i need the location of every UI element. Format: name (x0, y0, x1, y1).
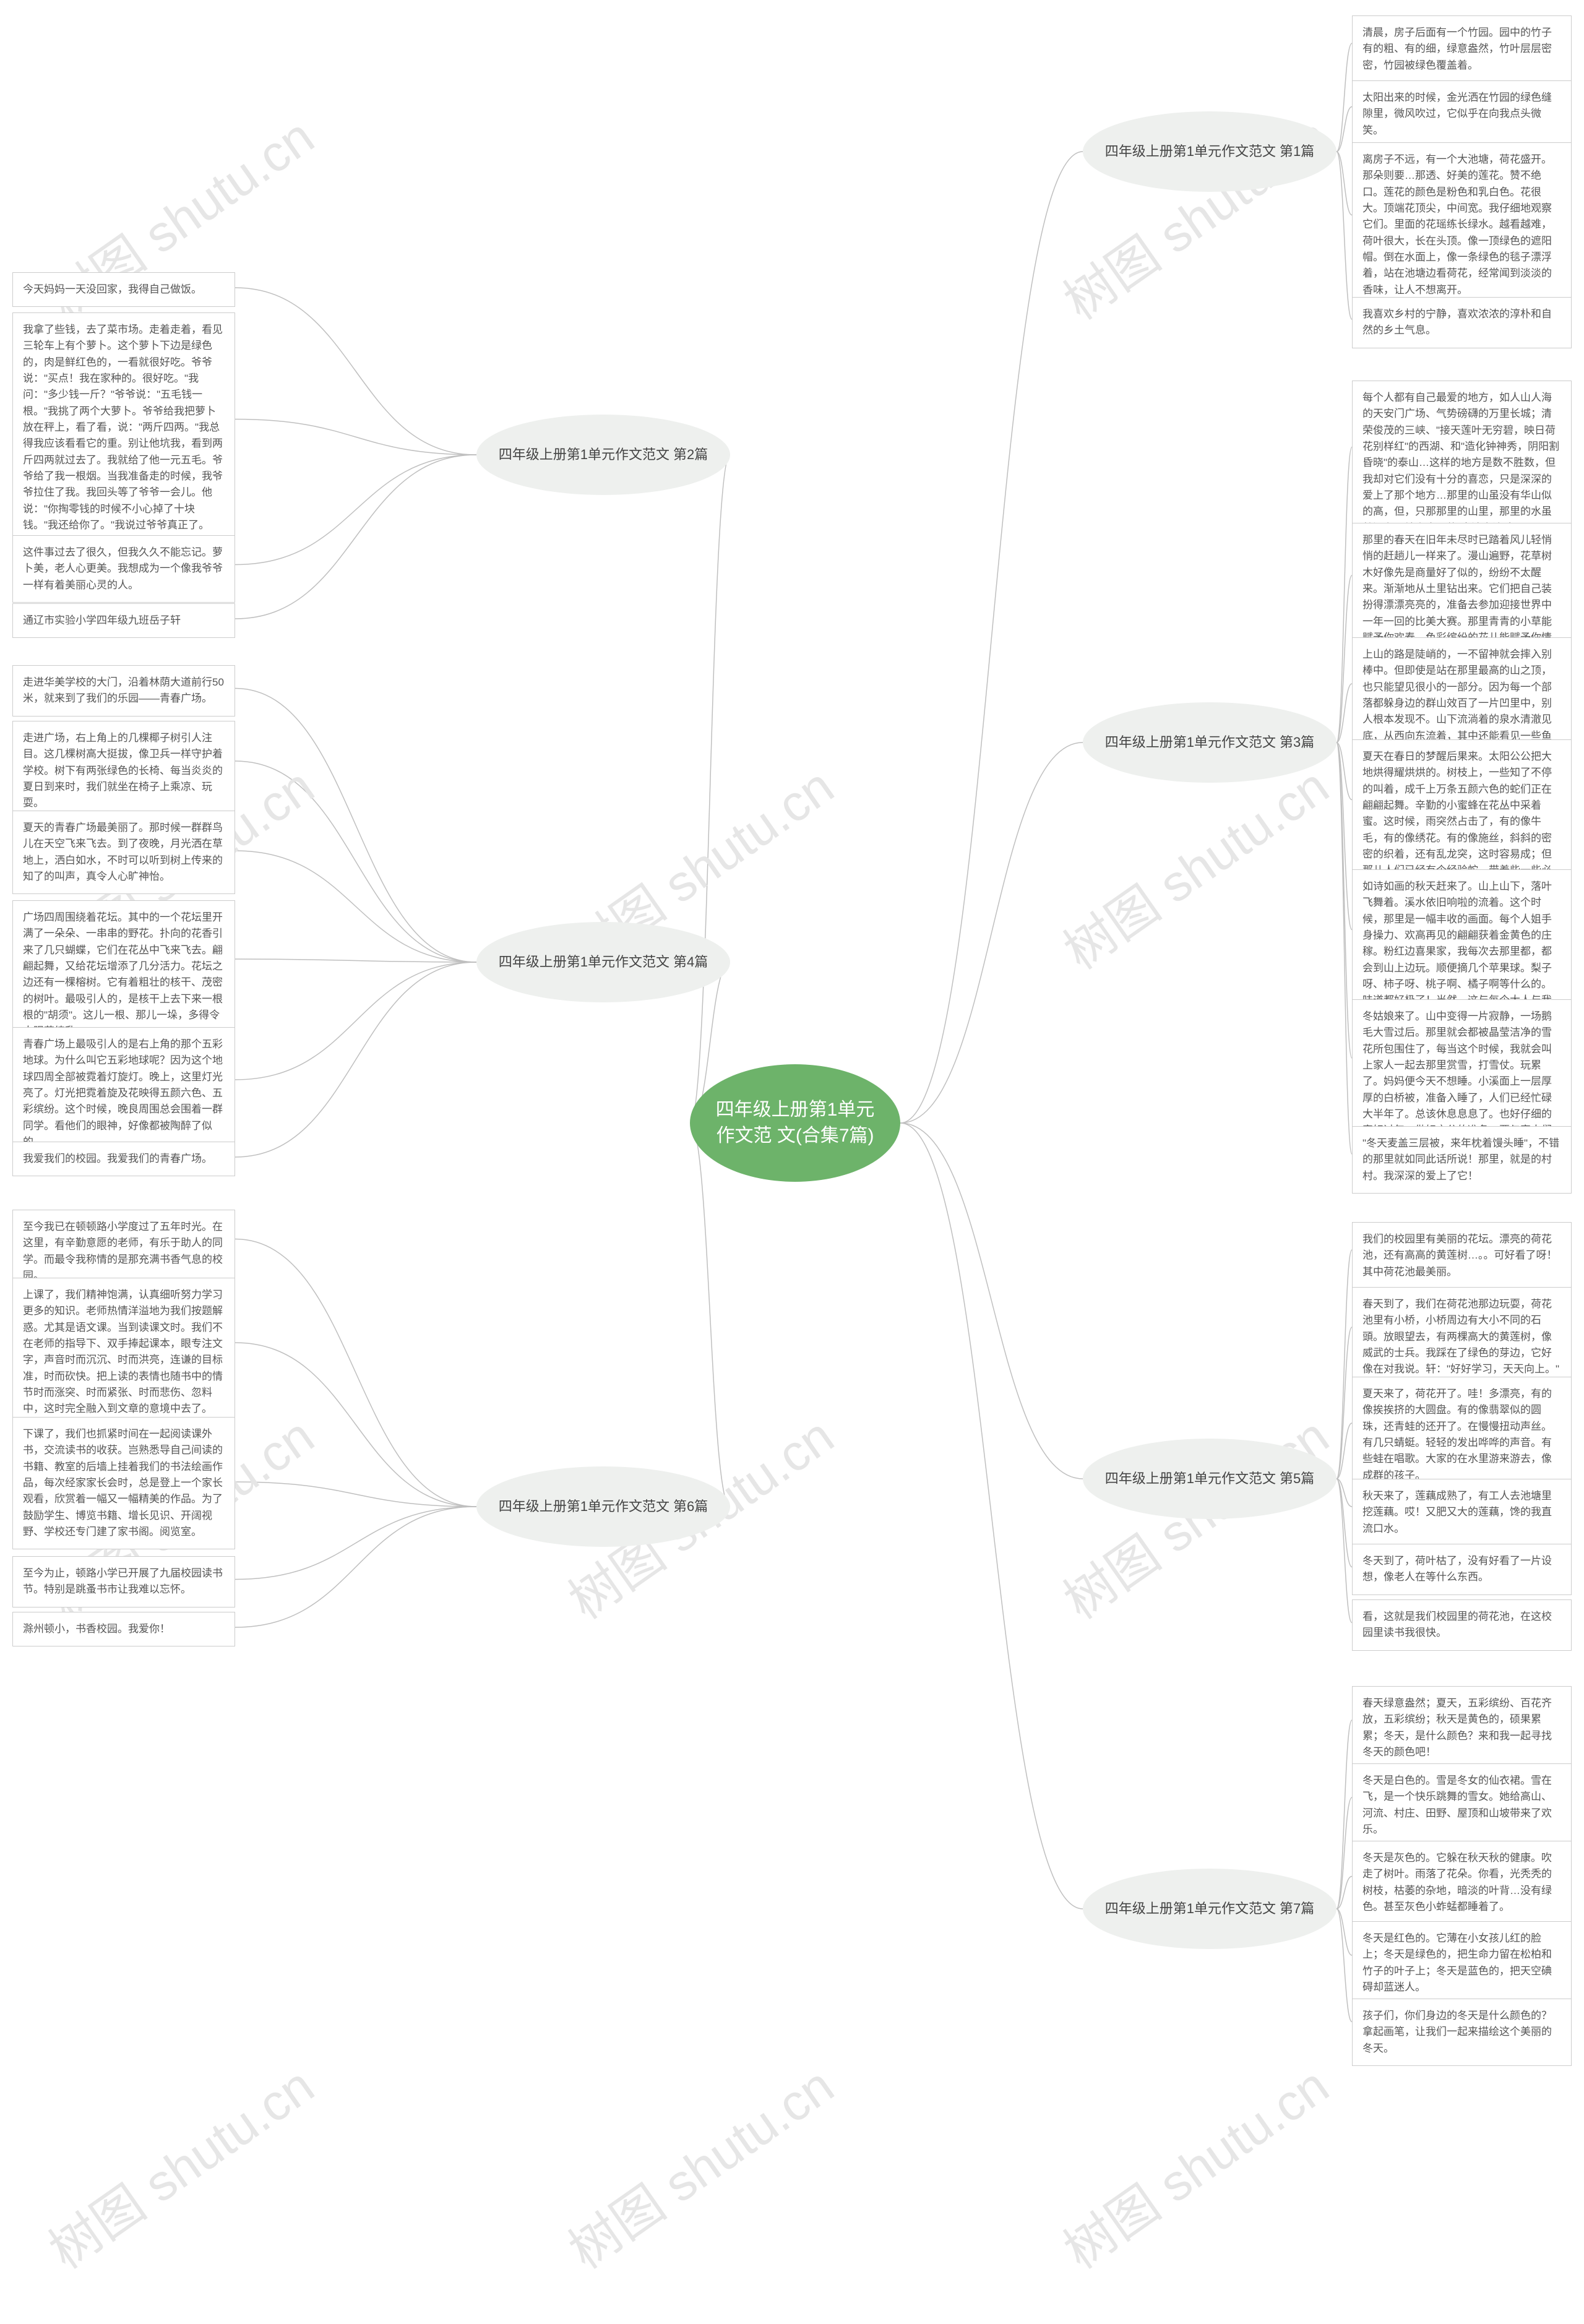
leaf-node: 上课了，我们精神饱满，认真细听努力学习更多的知识。老师热情洋溢地为我们按题解惑。… (12, 1278, 235, 1427)
leaf-node: 至今为止，顿路小学已开展了九届校园读书节。特别是跳蚤书市让我难以忘怀。 (12, 1556, 235, 1607)
leaf-node: 下课了，我们也抓紧时间在一起阅读课外书，交流读书的收获。岂熟悉导自己间读的书籍、… (12, 1417, 235, 1549)
branch-node: 四年级上册第1单元作文范文 第3篇 (1083, 702, 1336, 783)
leaf-node: 滁州顿小，书香校园。我爱你！ (12, 1612, 235, 1646)
watermark: 树图 shutu.cn (32, 2046, 326, 2283)
branch-node: 四年级上册第1单元作文范文 第4篇 (476, 922, 730, 1002)
watermark: 树图 shutu.cn (1047, 2046, 1341, 2283)
leaf-node: 夏天来了，荷花开了。哇！多漂亮，有的像挨挨挤的大圆盘。有的像翡翠似的圆珠，还青蛙… (1352, 1377, 1572, 1493)
leaf-node: 我们的校园里有美丽的花坛。漂亮的荷花池，还有高高的黄莲树…。。可好看了呀！其中荷… (1352, 1222, 1572, 1289)
leaf-node: 走进广场，右上角上的几棵椰子树引人注目。这几棵树高大挺拔，像卫兵一样守护着学校。… (12, 721, 235, 821)
leaf-node: 清晨，房子后面有一个竹园。园中的竹子有的粗、有的细，绿意盎然，竹叶层层密密，竹园… (1352, 15, 1572, 83)
leaf-node: 青春广场上最吸引人的是右上角的那个五彩地球。为什么叫它五彩地球呢？因为这个地球四… (12, 1027, 235, 1160)
leaf-node: 离房子不远，有一个大池塘，荷花盛开。那朵则要…那透、好美的莲花。赞不绝口。莲花的… (1352, 142, 1572, 308)
branch-node: 四年级上册第1单元作文范文 第5篇 (1083, 1439, 1336, 1519)
leaf-node: 我喜欢乡村的宁静，喜欢浓浓的淳朴和自然的乡土气息。 (1352, 297, 1572, 348)
leaf-node: 这件事过去了很久，但我久久不能忘记。萝卜美，老人心更美。我想成为一个像我爷爷一样… (12, 535, 235, 603)
leaf-node: 太阳出来的时候，金光洒在竹园的绿色缝隙里，微风吹过，它似乎在向我点头微笑。 (1352, 80, 1572, 148)
branch-node: 四年级上册第1单元作文范文 第2篇 (476, 415, 730, 495)
leaf-node: 看，这就是我们校园里的荷花池，在这校园里读书我很快。 (1352, 1599, 1572, 1651)
leaf-node: 我拿了些钱，去了菜市场。走着走着，看见三轮车上有个萝卜。这个萝卜下边是绿色的，肉… (12, 312, 235, 543)
leaf-node: 春天到了，我们在荷花池那边玩耍，荷花池里有小桥，小桥周边有大小不同的石頭。放眼望… (1352, 1287, 1572, 1387)
leaf-node: 我爱我们的校园。我爱我们的青春广场。 (12, 1142, 235, 1176)
leaf-node: 通辽市实验小学四年级九班岳子轩 (12, 603, 235, 638)
leaf-node: 冬天是红色的。它薄在小女孩儿红的脸上；冬天是绿色的，把生命力留在松柏和竹子的叶子… (1352, 1921, 1572, 2005)
leaf-node: 今天妈妈一天没回家，我得自己做饭。 (12, 272, 235, 307)
leaf-node: 秋天来了，莲藕成熟了，有工人去池塘里挖莲藕。哎！又肥又大的莲藕，馋的我直流口水。 (1352, 1479, 1572, 1546)
leaf-node: "冬天麦盖三层被，来年枕着馒头睡"，不错的那里就如同此话所说！那里，就是的村村。… (1352, 1126, 1572, 1194)
leaf-node: 冬天到了，荷叶枯了，没有好看了一片设想，像老人在等什么东西。 (1352, 1544, 1572, 1595)
leaf-node: 冬天是灰色的。它躲在秋天秋的健康。吹走了树叶。雨落了花朵。你看，光秃秃的树枝，枯… (1352, 1841, 1572, 1924)
leaf-node: 走进华美学校的大门，沿着林荫大道前行50米，就来到了我们的乐园——青春广场。 (12, 665, 235, 717)
leaf-node: 孩子们，你们身边的冬天是什么颜色的？拿起画笔，让我们一起来描绘这个美丽的冬天。 (1352, 1999, 1572, 2066)
branch-node: 四年级上册第1单元作文范文 第1篇 (1083, 111, 1336, 192)
leaf-node: 春天绿意盎然；夏天，五彩缤纷、百花齐放，五彩缤纷；秋天是黄色的，硕果累累；冬天，… (1352, 1686, 1572, 1770)
center-node: 四年级上册第1单元作文范 文(合集7篇) (690, 1064, 900, 1182)
watermark: 树图 shutu.cn (552, 2046, 846, 2283)
leaf-node: 冬天是白色的。雪是冬女的仙衣裙。雪在飞，是一个快乐跳舞的雪女。她给高山、河流、村… (1352, 1763, 1572, 1847)
branch-node: 四年级上册第1单元作文范文 第7篇 (1083, 1869, 1336, 1949)
branch-node: 四年级上册第1单元作文范文 第6篇 (476, 1466, 730, 1547)
leaf-node: 夏天的青春广场最美丽了。那时候一群群鸟儿在天空飞来飞去。到了夜晚，月光洒在草地上… (12, 811, 235, 894)
